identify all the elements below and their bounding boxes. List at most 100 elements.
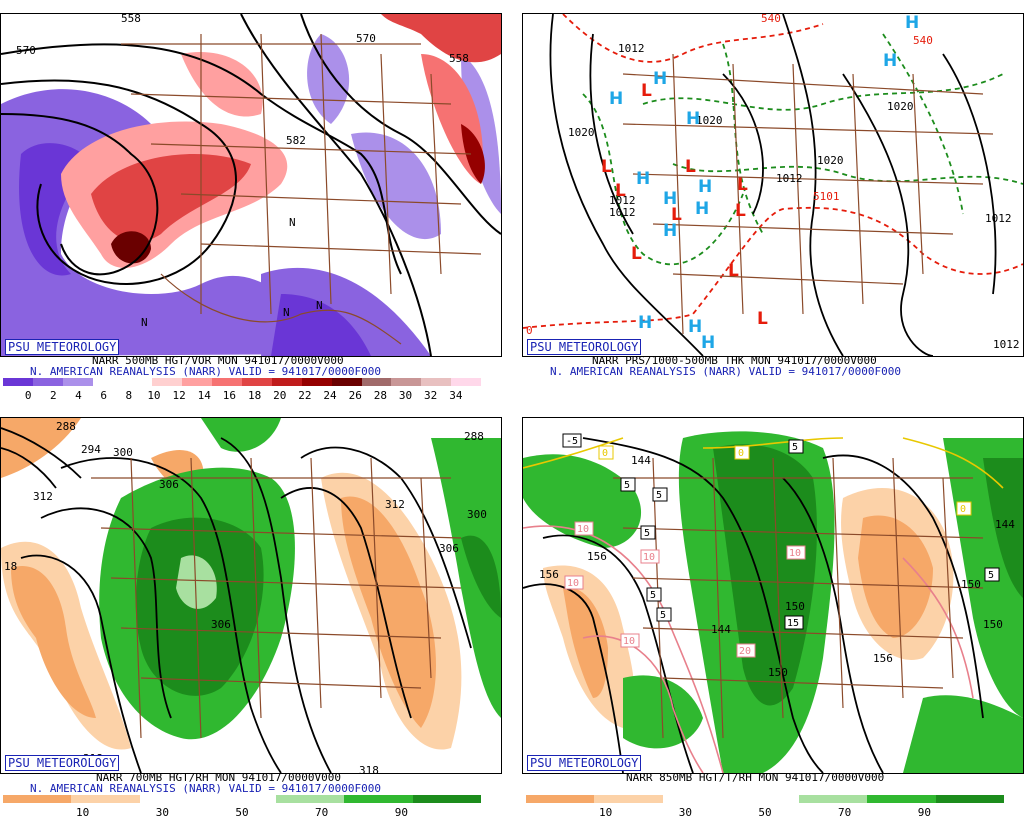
colorbar-tick-label: 30 [678, 806, 692, 819]
rh-colorbar [3, 795, 481, 803]
colorbar-tick-label: 90 [917, 806, 931, 819]
vorticity-center-label: N [283, 306, 290, 319]
high-pressure-center: H [609, 89, 623, 109]
low-pressure-center: L [735, 201, 746, 221]
contour-label: 570 [356, 32, 376, 45]
colorbar-swatch [594, 795, 663, 803]
colorbar-tick-label: 30 [155, 806, 169, 819]
rh-colorbar-ticks: 10 30 50 70 90 [3, 806, 481, 819]
colorbar-tick-label: 22 [298, 389, 312, 402]
colorbar-tick-label: 8 [125, 389, 133, 402]
high-pressure-center: H [686, 109, 700, 129]
map-pressure-thickness: 1012 1020 1020 1012 1020 1012 1020 1012 … [523, 14, 1023, 356]
temp-value: 0 [738, 448, 744, 459]
colorbar-swatch [3, 795, 72, 803]
map-850mb-temp-rh: 144 144 150 150 156 156 156 150 150 144 … [523, 431, 1023, 773]
height-label: 306 [211, 618, 231, 631]
temp-box: 5 [984, 567, 1000, 582]
height-label: 144 [631, 454, 651, 467]
temp-box: 5 [656, 607, 672, 622]
temp-box: 10 [620, 633, 640, 648]
colorbar-swatch [139, 795, 208, 803]
colorbar-tick-label: 24 [323, 389, 337, 402]
temp-box: 5 [788, 439, 804, 454]
low-pressure-center: L [601, 157, 612, 177]
height-label: 150 [768, 666, 788, 679]
isobar-label: 1020 [887, 100, 914, 113]
colorbar-swatch [799, 795, 868, 803]
contour-label: 558 [121, 14, 141, 25]
temp-value: 5 [650, 590, 656, 601]
height-label: 306 [439, 542, 459, 555]
high-pressure-center: H [663, 221, 677, 241]
panel-title: NARR 850MB HGT/T/RH MON 941017/0000V000 [626, 771, 885, 784]
colorbar-swatch [3, 378, 33, 386]
colorbar-tick-label: 16 [222, 389, 237, 402]
colorbar-tick-label: 2 [50, 389, 57, 402]
colorbar-tick-label: 28 [373, 389, 387, 402]
colorbar-tick-label: 32 [424, 389, 438, 402]
colorbar-swatch [276, 795, 345, 803]
thickness-label: 540 [913, 34, 933, 47]
temp-box: 10 [786, 545, 806, 560]
temp-value: 5 [660, 610, 666, 621]
rh-colorbar [526, 795, 1004, 803]
colorbar-swatch [391, 378, 422, 386]
colorbar-tick-label: 26 [348, 389, 362, 402]
colorbar-swatch [92, 378, 123, 386]
temp-value: 10 [789, 548, 801, 559]
colorbar-tick-label: 10 [599, 806, 613, 819]
low-pressure-center: L [728, 261, 739, 281]
temp-box: 0 [598, 445, 614, 460]
panel-700mb-rh: 288 294 300 306 312 312 300 306 306 318 … [0, 417, 502, 774]
panel-valid-line: N. AMERICAN REANALYSIS (NARR) VALID = 94… [30, 782, 381, 795]
colorbar-swatch [451, 378, 481, 386]
high-pressure-center: H [688, 317, 702, 337]
psu-meteorology-badge: PSU METEOROLOGY [5, 339, 120, 355]
temp-box: 10 [640, 549, 660, 564]
temp-box: -5 [562, 433, 582, 448]
colorbar-swatch [361, 378, 392, 386]
colorbar-swatch [867, 795, 936, 803]
high-pressure-center: H [695, 199, 709, 219]
colorbar-tick-label: 10 [147, 389, 161, 402]
temp-value: 5 [624, 480, 630, 491]
colorbar-tick-label: 12 [172, 389, 186, 402]
low-pressure-center: L [631, 244, 642, 264]
temp-value: 15 [787, 618, 799, 629]
colorbar-tick-label: 20 [273, 389, 287, 402]
isobar-label: 1012 [776, 172, 803, 185]
temp-value: 10 [623, 636, 635, 647]
panel-title: NARR PRS/1000-500MB THK MON 941017/0000V… [592, 354, 877, 367]
colorbar-tick-label: 70 [838, 806, 852, 819]
colorbar-tick-label: 50 [758, 806, 772, 819]
colorbar-tick-label: 10 [76, 806, 90, 819]
temp-box: 5 [646, 587, 662, 602]
low-pressure-center: L [757, 309, 768, 329]
height-label: 294 [81, 443, 101, 456]
colorbar-swatch [182, 378, 213, 386]
high-pressure-center: H [701, 333, 715, 353]
high-pressure-center: H [883, 51, 897, 71]
colorbar-swatch [331, 378, 362, 386]
temp-value: 10 [577, 524, 589, 535]
isobar-label: 1020 [696, 114, 723, 127]
low-pressure-center: L [737, 175, 748, 195]
colorbar-swatch [730, 795, 800, 803]
colorbar-swatch [242, 378, 272, 386]
temp-box: 0 [956, 501, 972, 516]
contour-label: 582 [286, 134, 306, 147]
temp-box: 20 [736, 643, 756, 658]
height-label: 288 [464, 430, 484, 443]
low-pressure-center: L [671, 205, 682, 225]
low-pressure-center: L [641, 81, 652, 101]
temp-value: 5 [656, 490, 662, 501]
height-label: 144 [711, 623, 731, 636]
thickness-label: 540 [761, 14, 781, 25]
height-label: 318 [359, 764, 379, 773]
temp-value: 5 [988, 570, 994, 581]
colorbar-swatch [344, 795, 413, 803]
height-label: 312 [385, 498, 405, 511]
colorbar-tick-label: 70 [315, 806, 329, 819]
isobar-label: 1012 [993, 338, 1020, 351]
